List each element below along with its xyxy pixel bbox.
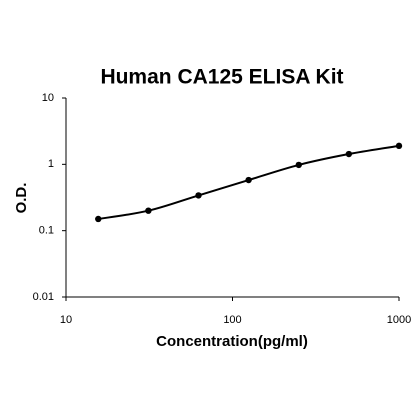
data-point xyxy=(395,142,403,150)
x-tick-label: 1000 xyxy=(387,314,411,326)
y-tick-label: 0.1 xyxy=(39,225,54,237)
data-point xyxy=(195,192,202,199)
chart-title: Human CA125 ELISA Kit xyxy=(100,66,343,89)
y-tick-label: 10 xyxy=(42,92,54,104)
y-tick-label: 0.01 xyxy=(33,291,54,303)
y-tick-label: 1 xyxy=(48,158,54,170)
data-point xyxy=(295,161,302,169)
data-point xyxy=(245,176,252,184)
data-point xyxy=(345,150,353,158)
y-axis-title: O.D. xyxy=(13,183,30,214)
data-point xyxy=(145,207,152,214)
x-tick-label: 10 xyxy=(60,314,72,326)
x-axis-title: Concentration(pg/ml) xyxy=(156,333,308,350)
x-tick-label: 100 xyxy=(223,314,241,326)
data-point xyxy=(95,215,102,223)
